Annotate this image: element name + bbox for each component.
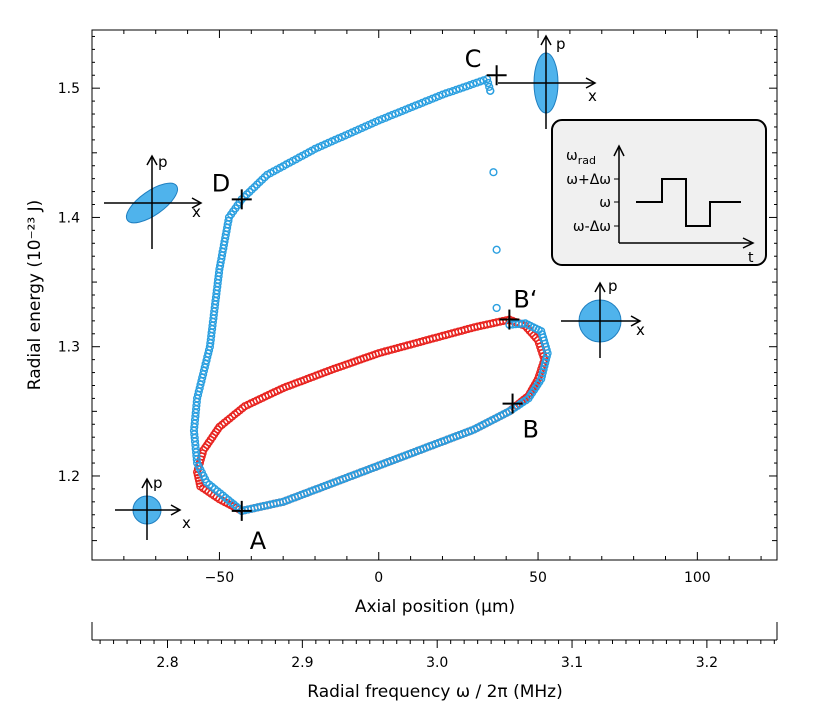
inset-x-arrowhead [742,237,755,249]
y-tick-label: 1.5 [58,81,80,97]
marker-label-B‘: B‘ [513,286,537,314]
p-arrowhead [540,34,552,46]
data-point [486,86,495,95]
inset-level-mid: ω [599,195,611,211]
data-point [448,86,457,96]
x-arrowhead [630,315,642,327]
x2-tick-label: 3.0 [426,655,448,671]
x2-tick-label: 2.8 [156,655,178,671]
data-point [459,83,468,92]
inset-waveform [636,178,741,227]
tick-labels: −50 0 50 100 1.2 1.3 1.4 1.5 [58,81,711,586]
x2-tick-label: 2.9 [291,655,313,671]
inset-level-lower: ω-Δω [573,219,611,235]
plot-frame [91,29,778,561]
x-tick-label: 50 [529,570,547,586]
p-axis-label: p [153,474,163,492]
data-point [258,175,267,184]
data-point [472,78,481,87]
x-axis-label: x [636,321,645,339]
data-point [485,82,494,92]
x-axis-label: x [588,87,597,105]
position-markers: A B B‘ C D [212,45,539,555]
data-point [255,178,264,187]
blue-series [189,74,552,516]
y-tick-label: 1.2 [58,469,80,485]
phase-diagram-3: xp [561,277,645,358]
marker-label-A: A [250,527,267,555]
inset-y-arrowhead [613,144,625,157]
x-tick-label: 100 [684,570,711,586]
inset-y-label: ωrad [566,148,596,167]
inset-x-label: t [748,250,754,266]
x2-axis-title: Radial frequency ω / 2π (MHz) [307,682,562,702]
p-arrowhead [594,281,606,293]
phase-diagram-1: xp [104,153,203,249]
data-point [492,245,501,254]
x-tick-label: −50 [205,570,235,586]
p-axis-label: p [556,35,566,53]
p-axis-label: p [608,277,618,295]
marker-label-C: C [465,45,482,73]
marker-label-B: B [523,416,539,444]
p-arrowhead [141,477,153,489]
data-point [242,190,251,199]
x2-tick-label: 3.1 [561,655,583,671]
marker-label-D: D [212,169,230,197]
x-arrowhead [191,197,203,209]
inset-level-upper: ω+Δω [566,172,611,188]
y-tick-label: 1.3 [58,340,80,356]
data-point [252,180,262,189]
data-point [489,168,498,177]
y-tick-label: 1.4 [58,210,80,226]
data-point [260,173,269,182]
x-tick-label: 0 [374,570,383,586]
x-axis-label: x [192,203,201,221]
phase-diagram-2: xp [498,34,597,129]
x-arrowhead [170,504,182,516]
x-arrowhead [585,77,597,89]
p-axis-label: p [158,153,168,171]
x-axis-label: x [182,514,191,532]
y-axis-title: Radial energy (10⁻²³ J) [25,200,45,390]
data-point [263,170,272,179]
p-arrowhead [146,154,158,166]
x-axis-title: Axial position (µm) [355,597,515,617]
x2-tick-label: 3.2 [696,655,718,671]
x2-tick-marks: 2.8 2.9 3.0 3.1 3.2 [91,622,778,671]
phase-diagram-0: xp [115,474,191,540]
data-point [247,185,257,194]
inset-frame [551,119,767,266]
frequency-inset: ωrad ω+Δω ω ω-Δω t [551,119,767,266]
data-point [492,303,501,313]
tick-marks [92,30,777,560]
